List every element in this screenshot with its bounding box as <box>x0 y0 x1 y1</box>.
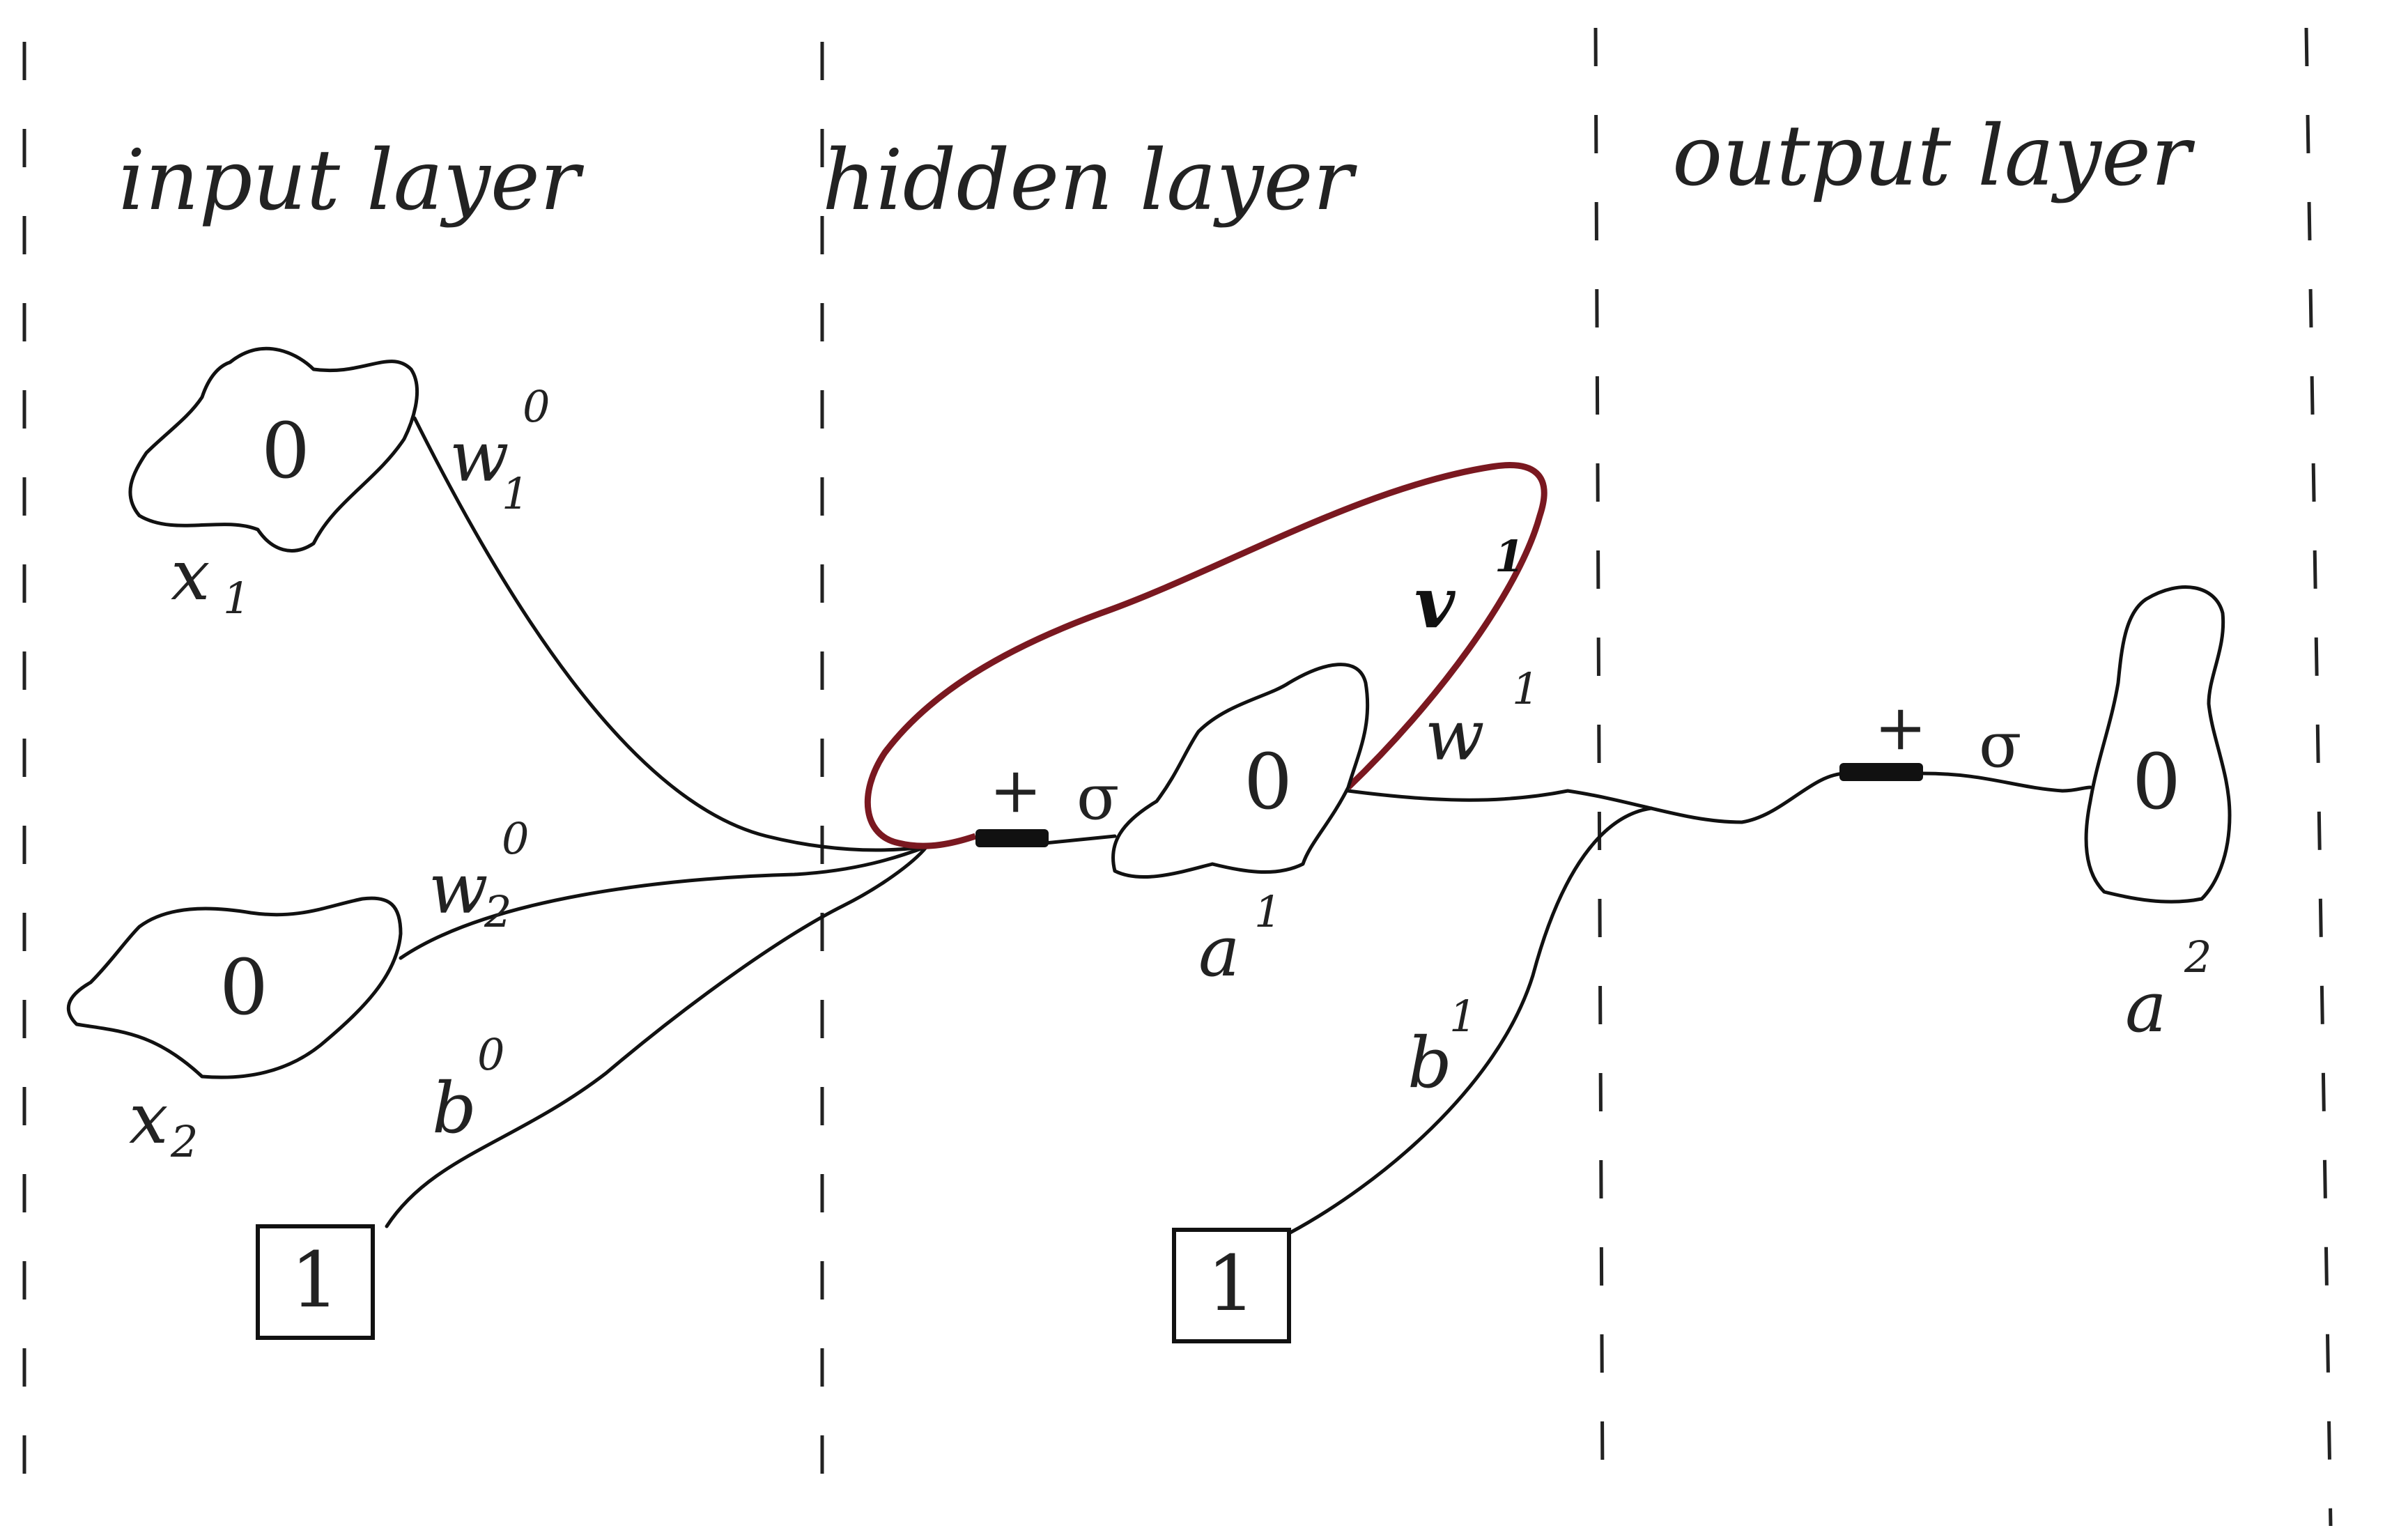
hidden-sum-operator: + <box>989 754 1042 827</box>
bias-box-input-value: 1 <box>291 1235 339 1325</box>
node-x2: 0 x 2 <box>66 896 403 1167</box>
weight-w1-0-superscript: 0 <box>523 381 550 432</box>
output-sum-operator: + <box>1874 691 1927 764</box>
weight-labels: w 0 1 w 0 2 b 0 w 1 v 1 b 1 <box>429 381 1539 1149</box>
hidden-activation-operator: σ <box>1076 761 1119 834</box>
node-x2-label-subscript: 2 <box>170 1116 198 1167</box>
node-a1-shape <box>1111 663 1370 879</box>
weight-b1-superscript: 1 <box>1449 991 1476 1042</box>
edge-x2-to-hidden <box>399 844 929 960</box>
edge-outsum-to-a2 <box>1921 771 2092 793</box>
connections <box>385 416 2092 1235</box>
node-x1: 0 x 1 <box>128 346 419 624</box>
recurrent-loop-v1 <box>864 462 1548 849</box>
weight-w1-0-subscript: 1 <box>502 468 529 519</box>
node-a1-value: 0 <box>1244 737 1292 826</box>
operators: + σ + σ <box>989 691 2021 834</box>
weight-w1-superscript: 1 <box>1512 663 1539 714</box>
node-x1-label-subscript: 1 <box>223 573 250 624</box>
node-a2-shape <box>2084 585 2232 904</box>
node-x2-shape <box>66 896 403 1079</box>
edge-x1-to-hidden <box>412 416 929 852</box>
node-a1: 0 a 1 <box>1111 663 1370 992</box>
output-sum-bar <box>1839 763 1923 781</box>
input-layer-heading: input layer <box>118 132 585 229</box>
node-x1-label: x <box>171 534 210 616</box>
node-x2-label: x <box>129 1078 168 1159</box>
node-a1-label: a <box>1198 911 1240 992</box>
output-layer-heading: output layer <box>1672 108 2195 205</box>
node-a2: 0 a 2 <box>2084 585 2232 1048</box>
divider-hidden-output <box>1593 27 1605 1485</box>
weight-b0: b <box>432 1067 477 1149</box>
bias-box-hidden <box>1172 1228 1291 1343</box>
node-x2-value: 0 <box>219 943 268 1032</box>
output-activation-operator: σ <box>1979 709 2021 782</box>
node-a2-label-superscript: 2 <box>2184 932 2212 982</box>
weight-w2-0-superscript: 0 <box>502 813 529 864</box>
divider-right <box>2304 27 2333 1527</box>
hidden-layer-heading: hidden layer <box>822 132 1357 229</box>
edge-bias1-to-output <box>1287 806 1653 1235</box>
weight-w1-0: w <box>449 416 509 497</box>
weight-v1: v <box>1414 562 1456 644</box>
bias-box-input <box>256 1224 375 1340</box>
weight-w2-0: w <box>429 848 488 930</box>
node-a2-label: a <box>2125 966 2167 1048</box>
weight-w1: w <box>1425 695 1485 776</box>
bias-box-hidden-value: 1 <box>1207 1239 1256 1328</box>
node-a1-label-superscript: 1 <box>1254 886 1281 937</box>
bias-node-hidden: 1 <box>1172 1228 1291 1343</box>
node-a2-value: 0 <box>2132 737 2181 826</box>
weight-b0-superscript: 0 <box>477 1029 504 1080</box>
bias-node-input: 1 <box>256 1224 375 1340</box>
edge-sum-to-a1 <box>1043 834 1117 845</box>
edge-bias0-to-hidden <box>385 844 929 1228</box>
edge-a1-to-output <box>1346 771 1849 824</box>
weight-w2-0-subscript: 2 <box>484 886 511 937</box>
hidden-sum-bar <box>975 829 1049 847</box>
weight-b1: b <box>1407 1022 1452 1104</box>
node-x1-value: 0 <box>261 406 310 495</box>
layer-dividers <box>22 27 2333 1527</box>
node-x1-shape <box>128 346 419 553</box>
weight-v1-superscript: 1 <box>1495 531 1525 582</box>
